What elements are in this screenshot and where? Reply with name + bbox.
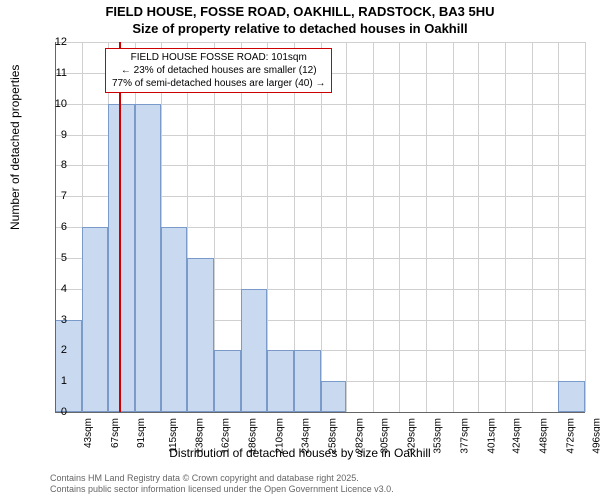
attribution: Contains HM Land Registry data © Crown c… <box>50 473 394 496</box>
gridline-v <box>373 42 374 412</box>
xtick-label: 138sqm <box>194 418 205 454</box>
xtick-label: 282sqm <box>354 418 365 454</box>
chart-title-main: FIELD HOUSE, FOSSE ROAD, OAKHILL, RADSTO… <box>0 4 600 19</box>
ytick-label: 9 <box>42 129 67 141</box>
annotation-line2: ← 23% of detached houses are smaller (12… <box>112 64 325 77</box>
gridline-v <box>426 42 427 412</box>
ytick-label: 3 <box>42 314 67 326</box>
xtick-label: 448sqm <box>539 418 550 454</box>
ytick-label: 6 <box>42 221 67 233</box>
gridline-v <box>505 42 506 412</box>
attribution-line2: Contains public sector information licen… <box>50 484 394 496</box>
histogram-bar <box>108 104 135 412</box>
chart-title-sub: Size of property relative to detached ho… <box>0 21 600 36</box>
gridline-v <box>321 42 322 412</box>
gridline-v <box>346 42 347 412</box>
xtick-label: 329sqm <box>406 418 417 454</box>
gridline-v <box>532 42 533 412</box>
xtick-label: 353sqm <box>433 418 444 454</box>
histogram-bar <box>321 381 347 412</box>
ytick-label: 5 <box>42 252 67 264</box>
attribution-line1: Contains HM Land Registry data © Crown c… <box>50 473 394 485</box>
histogram-bar <box>558 381 585 412</box>
histogram-bar <box>187 258 214 412</box>
histogram-bar <box>214 350 241 412</box>
xtick-label: 377sqm <box>460 418 471 454</box>
xtick-label: 91sqm <box>136 418 147 448</box>
histogram-bar <box>294 350 321 412</box>
histogram-bar <box>161 227 188 412</box>
x-axis-line <box>55 412 585 413</box>
annotation-line1: FIELD HOUSE FOSSE ROAD: 101sqm <box>112 51 325 64</box>
xtick-label: 401sqm <box>486 418 497 454</box>
xtick-label: 424sqm <box>512 418 523 454</box>
histogram-bar <box>55 320 82 413</box>
histogram-bar <box>82 227 109 412</box>
ytick-label: 12 <box>42 36 67 48</box>
ytick-label: 11 <box>42 67 67 79</box>
gridline-v <box>453 42 454 412</box>
reference-line <box>119 42 121 412</box>
xtick-label: 210sqm <box>274 418 285 454</box>
annotation-box: FIELD HOUSE FOSSE ROAD: 101sqm← 23% of d… <box>105 48 332 93</box>
ytick-label: 8 <box>42 159 67 171</box>
gridline-v <box>558 42 559 412</box>
xtick-label: 186sqm <box>247 418 258 454</box>
xtick-label: 43sqm <box>83 418 94 448</box>
ytick-label: 4 <box>42 283 67 295</box>
ytick-label: 2 <box>42 344 67 356</box>
histogram-bar <box>267 350 294 412</box>
chart-container: FIELD HOUSE, FOSSE ROAD, OAKHILL, RADSTO… <box>0 0 600 500</box>
plot-area: FIELD HOUSE FOSSE ROAD: 101sqm← 23% of d… <box>55 42 585 412</box>
xtick-label: 258sqm <box>327 418 338 454</box>
gridline-v <box>478 42 479 412</box>
annotation-line3: 77% of semi-detached houses are larger (… <box>112 77 325 90</box>
xtick-label: 115sqm <box>168 418 179 453</box>
gridline-v <box>585 42 586 412</box>
ytick-label: 10 <box>42 98 67 110</box>
ytick-label: 1 <box>42 375 67 387</box>
y-axis-label: Number of detached properties <box>8 65 22 230</box>
xtick-label: 162sqm <box>221 418 232 454</box>
ytick-label: 0 <box>42 406 67 418</box>
ytick-label: 7 <box>42 190 67 202</box>
gridline-v <box>399 42 400 412</box>
histogram-bar <box>241 289 268 412</box>
xtick-label: 305sqm <box>380 418 391 454</box>
xtick-label: 472sqm <box>565 418 576 454</box>
xtick-label: 496sqm <box>592 418 600 454</box>
xtick-label: 234sqm <box>301 418 312 454</box>
histogram-bar <box>135 104 161 412</box>
xtick-label: 67sqm <box>110 418 121 448</box>
